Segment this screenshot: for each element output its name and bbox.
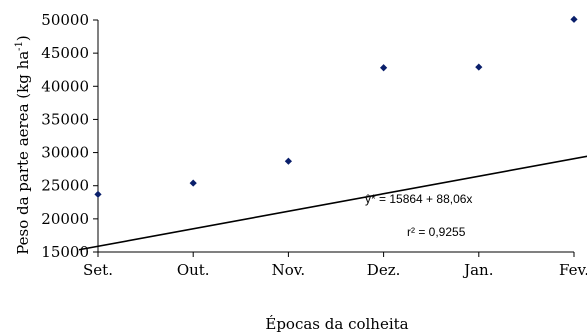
data-point <box>475 63 483 71</box>
trendline-layer <box>78 155 587 251</box>
y-tick-label: 25000 <box>41 177 89 195</box>
y-tick-label: 20000 <box>41 210 89 228</box>
y-axis-title-sup: -1 <box>14 41 25 51</box>
y-axis-title: Peso da parte aerea (kg ha-1) <box>14 35 32 255</box>
x-tick-label: Fev. <box>559 261 587 279</box>
regression-line <box>78 155 587 251</box>
y-tick-label: 40000 <box>41 77 89 95</box>
x-tick-label: Nov. <box>272 261 306 279</box>
regression-equation: ŷ* = 15864 + 88,06x <box>365 192 472 206</box>
x-axis: Set. Out. Nov. Dez. Jan. Fev. <box>83 251 587 279</box>
y-axis-title-close: ) <box>14 35 32 41</box>
data-point <box>189 179 197 187</box>
x-tick-label: Jan. <box>462 261 493 279</box>
x-tick-label: Out. <box>177 261 210 279</box>
data-point <box>284 157 292 165</box>
x-axis-title: Épocas da colheita <box>265 315 408 333</box>
y-tick-label: 35000 <box>41 110 89 128</box>
y-axis-title-base: Peso da parte aerea (kg ha <box>14 51 32 255</box>
y-tick-label: 15000 <box>41 243 89 261</box>
r-squared-label: r² = 0,9255 <box>407 225 466 239</box>
x-tick-label: Set. <box>83 261 113 279</box>
data-points <box>94 15 578 198</box>
y-tick-label: 45000 <box>41 44 89 62</box>
data-point <box>570 15 578 23</box>
data-point <box>380 64 388 72</box>
data-point <box>94 190 102 198</box>
y-axis: 15000 20000 25000 30000 35000 40000 45000 50000 <box>41 11 99 261</box>
x-tick-label: Dez. <box>367 261 401 279</box>
y-tick-label: 50000 <box>41 11 89 29</box>
y-tick-label: 30000 <box>41 144 89 162</box>
